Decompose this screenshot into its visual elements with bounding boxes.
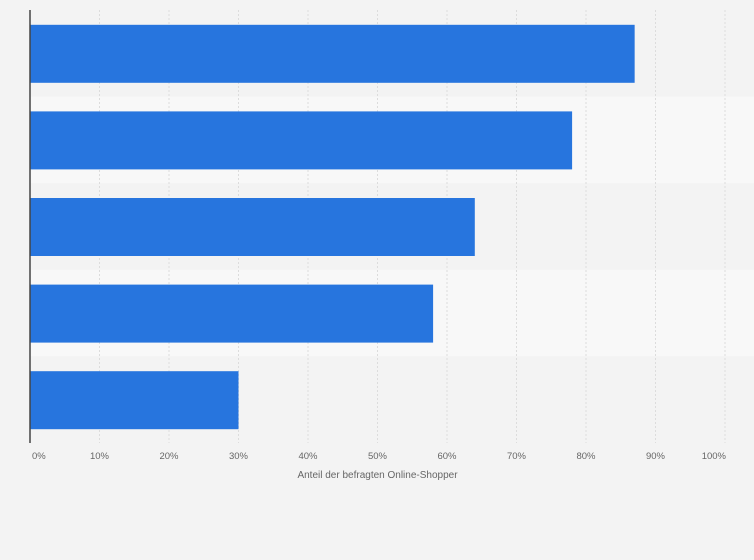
x-tick-label: 80% [576, 451, 596, 462]
x-tick-labels: 0% 10% 20% 30% 40% 50% 60% 70% 80% 90% 100% [32, 451, 727, 462]
x-tick-label: 20% [159, 451, 179, 462]
x-axis-title: Anteil der befragten Online-Shopper [297, 470, 458, 481]
bar-2[interactable] [30, 111, 573, 170]
x-tick-label: 90% [646, 451, 666, 462]
x-tick-label: 30% [229, 451, 249, 462]
x-tick-label: 50% [368, 451, 388, 462]
bar-5[interactable] [30, 371, 239, 430]
x-tick-label: 10% [90, 451, 110, 462]
x-tick-label: 100% [702, 451, 727, 462]
x-tick-label: 0% [32, 451, 46, 462]
bar-series [30, 24, 635, 430]
bar-1[interactable] [30, 24, 635, 83]
x-tick-label: 40% [298, 451, 318, 462]
bar-3[interactable] [30, 198, 475, 256]
x-tick-label: 60% [437, 451, 457, 462]
x-tick-label: 70% [507, 451, 527, 462]
bar-4[interactable] [30, 284, 434, 343]
